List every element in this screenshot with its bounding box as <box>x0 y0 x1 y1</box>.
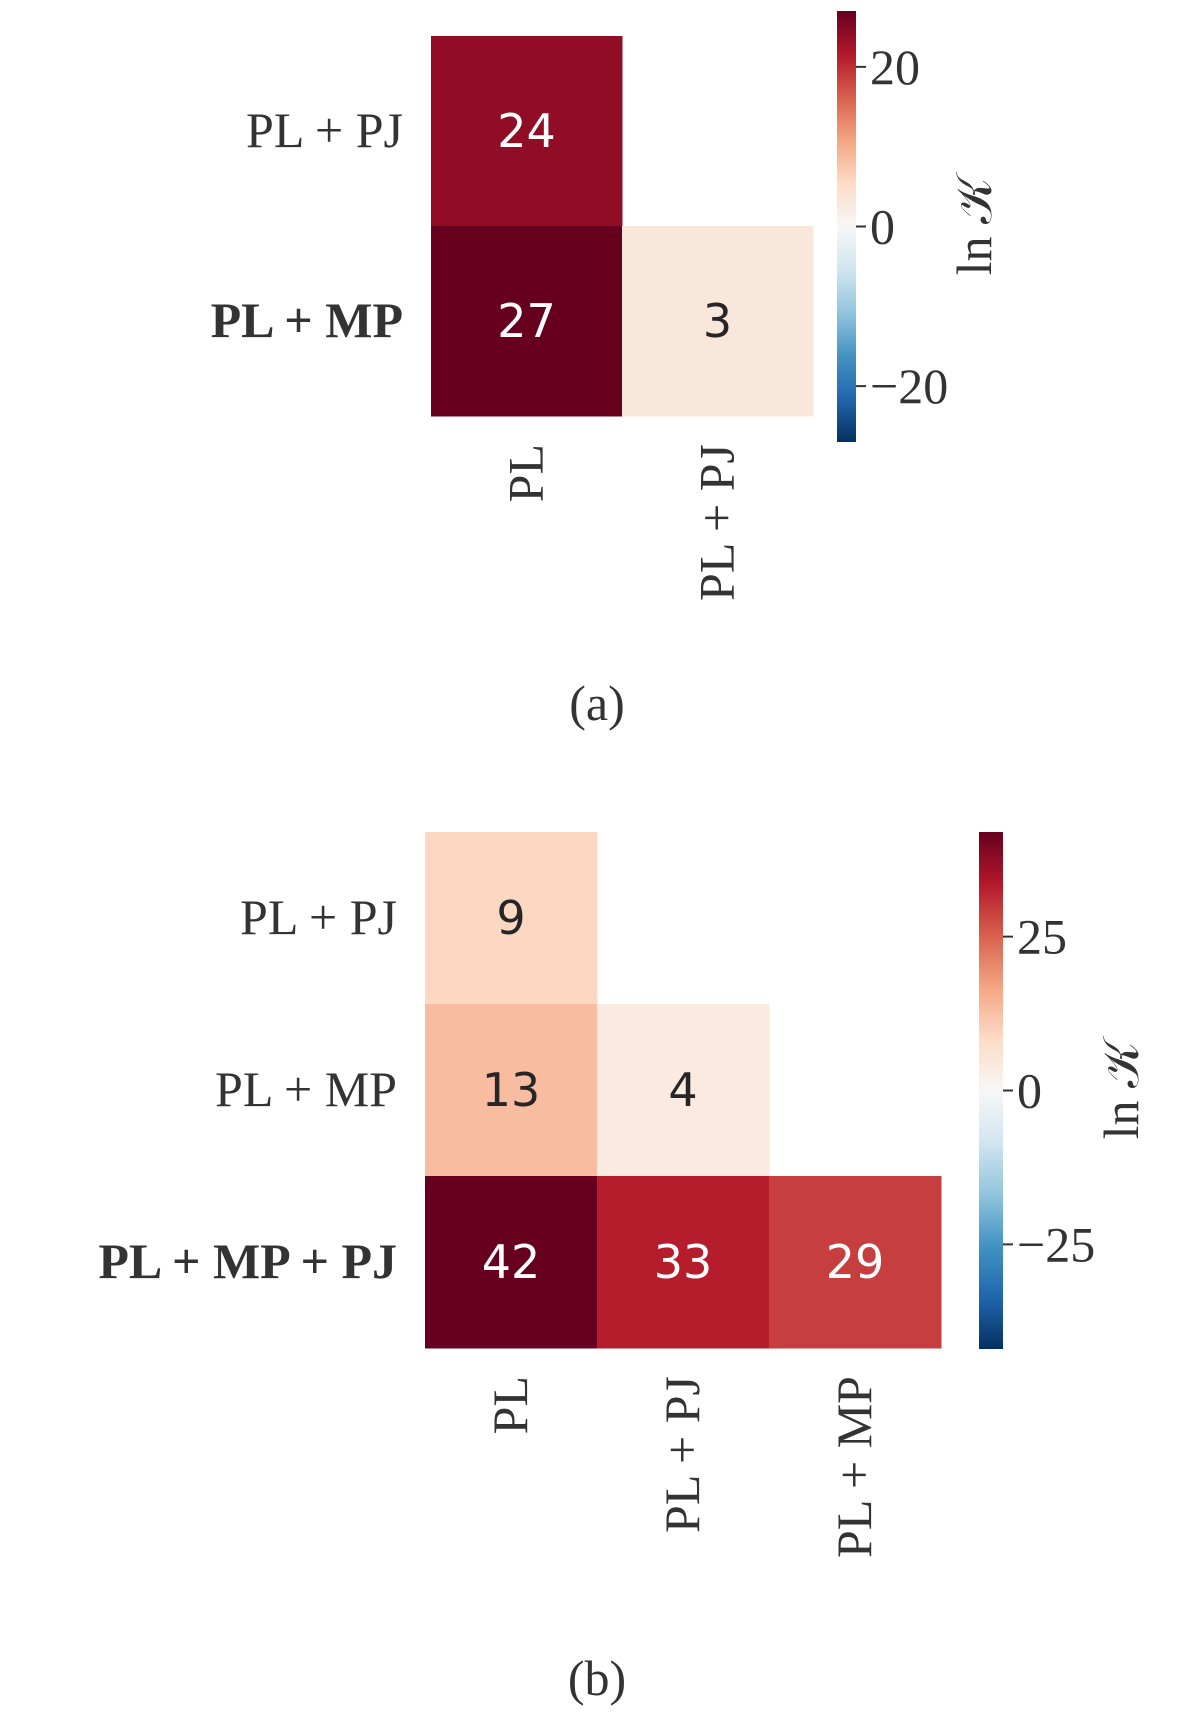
colorbar <box>837 11 856 442</box>
heatmap-cell <box>425 1004 598 1177</box>
y-tick-label: PL + MP <box>215 1061 397 1117</box>
heatmap-cell <box>425 832 598 1005</box>
colorbar-label: ln 𝒦 <box>1093 1035 1149 1139</box>
y-tick-label: PL + PJ <box>246 102 403 158</box>
heatmap-cell <box>622 226 814 417</box>
x-tick-label: PL + MP <box>826 1376 882 1558</box>
cell-label: 27 <box>497 294 556 348</box>
x-tick-label: PL <box>498 444 554 502</box>
cell-label: 9 <box>496 891 525 945</box>
heatmap-cell <box>597 1004 770 1177</box>
cell-label: 42 <box>482 1235 541 1289</box>
y-tick-label: PL + MP <box>211 292 403 348</box>
cell-label: 33 <box>654 1235 713 1289</box>
cell-label: 3 <box>703 294 732 348</box>
x-tick-label: PL + PJ <box>654 1376 710 1533</box>
x-tick-label: PL + PJ <box>689 444 745 601</box>
y-tick-label: PL + PJ <box>240 889 397 945</box>
colorbar <box>979 832 1003 1349</box>
cell-label: 4 <box>668 1063 697 1117</box>
caption: (b) <box>568 1650 626 1706</box>
colorbar-tick-label: 20 <box>870 39 920 95</box>
colorbar-label: ln 𝒦 <box>946 171 1002 275</box>
x-tick-label: PL <box>482 1376 538 1434</box>
colorbar-tick-label: −25 <box>1017 1216 1095 1272</box>
cell-label: 24 <box>497 104 556 158</box>
cell-label: 29 <box>826 1235 885 1289</box>
cell-label: 13 <box>482 1063 541 1117</box>
colorbar-tick-label: 0 <box>1017 1063 1042 1119</box>
heatmap-cell <box>597 1176 770 1349</box>
heatmap-cell <box>431 226 623 417</box>
caption: (a) <box>569 675 625 731</box>
colorbar-tick-label: −20 <box>870 358 948 414</box>
heatmap-cell <box>425 1176 598 1349</box>
heatmap-cell <box>769 1176 942 1349</box>
heatmap-cell <box>431 36 623 227</box>
y-tick-label: PL + MP + PJ <box>98 1233 397 1289</box>
colorbar-tick-label: 25 <box>1017 909 1067 965</box>
colorbar-tick-label: 0 <box>870 199 895 255</box>
